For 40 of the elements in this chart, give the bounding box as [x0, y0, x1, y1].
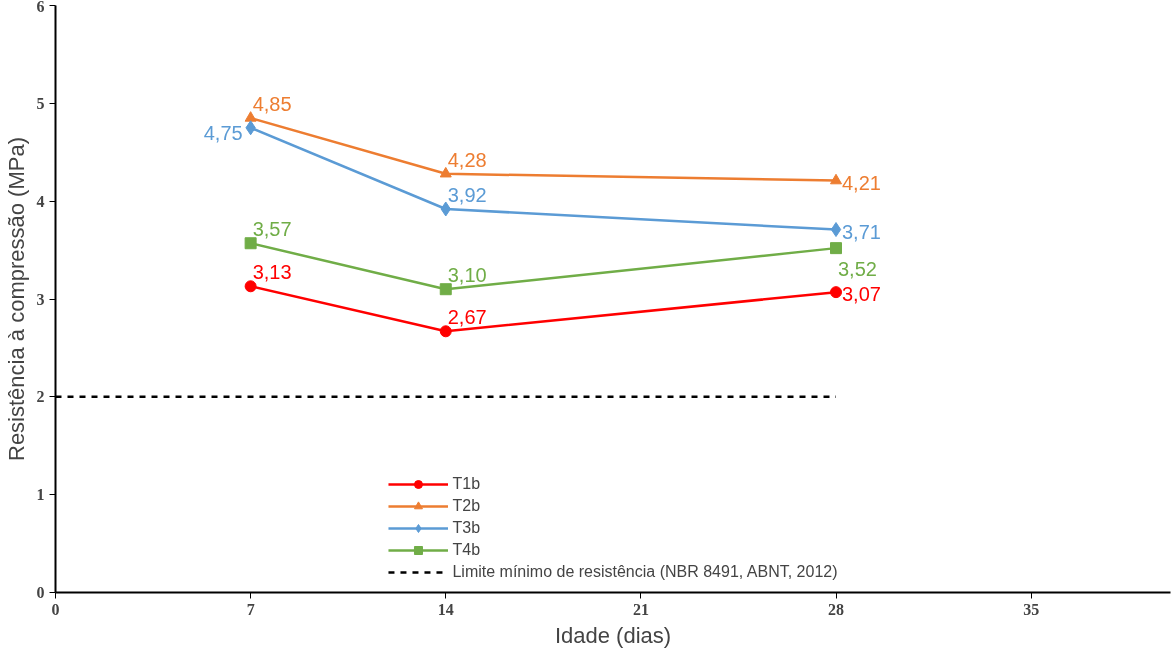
- x-tick-label: 14: [437, 600, 454, 618]
- x-tick-label: 21: [632, 600, 649, 618]
- data-label: 3,10: [447, 264, 487, 287]
- point: [244, 237, 257, 250]
- point: [830, 242, 842, 255]
- data-label: 3,07: [842, 283, 881, 306]
- data-label: 3,71: [842, 220, 881, 243]
- y-tick-label: 1: [36, 486, 45, 504]
- point: [830, 286, 842, 299]
- point: [830, 173, 842, 185]
- legend-label: T3b: [452, 519, 481, 537]
- legend-label: Limite mínimo de resistência (NBR 8491, ABNT, 2012): [452, 563, 838, 581]
- data-label: 3,13: [252, 261, 292, 284]
- legend-label: T4b: [452, 541, 481, 559]
- data-label: 4,21: [842, 171, 881, 194]
- data-label: 4,85: [252, 93, 292, 116]
- point: [439, 283, 452, 296]
- y-tick-label: 6: [36, 0, 45, 15]
- point: [244, 280, 257, 293]
- y-tick-label: 5: [36, 94, 45, 112]
- point: [830, 222, 842, 238]
- y-tick-label: 0: [36, 584, 45, 601]
- y-tick-label: 4: [36, 192, 45, 210]
- data-label: 3,57: [252, 218, 292, 241]
- data-label: 3,52: [838, 258, 877, 281]
- data-label: 2,67: [447, 306, 487, 329]
- x-tick-label: 35: [1023, 600, 1040, 618]
- x-tick-label: 0: [51, 600, 60, 618]
- point: [439, 325, 452, 338]
- x-axis-title: Idade (dias): [554, 622, 672, 648]
- legend-label: T2b: [452, 497, 481, 515]
- data-label: 3,92: [447, 183, 487, 206]
- y-tick-label: 3: [36, 290, 45, 308]
- x-tick-label: 28: [828, 600, 844, 618]
- y-tick-label: 2: [36, 388, 45, 406]
- data-label: 4,75: [203, 121, 243, 144]
- y-axis-title: Resistência à compressão (MPa): [3, 136, 29, 461]
- legend-label: T1b: [452, 475, 481, 493]
- x-tick-label: 7: [246, 600, 255, 618]
- data-label: 4,28: [447, 148, 487, 171]
